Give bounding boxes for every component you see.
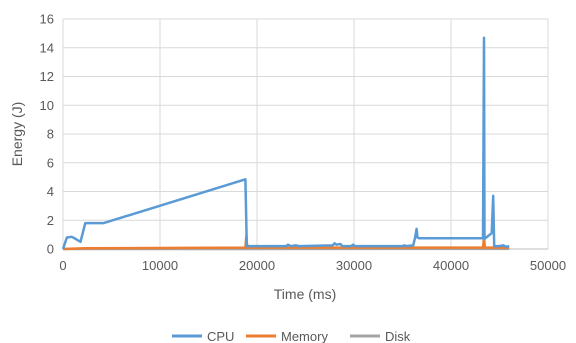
legend-label-cpu: CPU [207, 329, 234, 343]
legend: CPU Memory Disk [172, 329, 411, 343]
y-tick-label: 8 [47, 127, 54, 142]
series-lines [61, 36, 510, 251]
y-tick-label: 2 [47, 213, 54, 228]
y-tick-label: 4 [47, 184, 54, 199]
y-tick-label: 16 [40, 12, 54, 27]
y-axis-label: Energy (J) [9, 102, 25, 167]
series-line-memory [62, 234, 510, 251]
x-axis-label: Time (ms) [274, 286, 336, 302]
tick-labels: 0 2 4 6 8 10 12 14 16 0 10000 20000 30000 40000 50000 [40, 12, 567, 274]
series-line-cpu [61, 36, 510, 250]
gridlines [63, 18, 549, 249]
legend-label-memory: Memory [281, 329, 328, 343]
x-tick-label: 10000 [142, 258, 178, 273]
x-tick-label: 50000 [530, 258, 566, 273]
x-tick-label: 20000 [239, 258, 275, 273]
x-tick-label: 40000 [433, 258, 469, 273]
x-tick-label: 30000 [336, 258, 372, 273]
y-tick-label: 12 [40, 69, 54, 84]
y-tick-label: 6 [47, 155, 54, 170]
y-tick-label: 0 [47, 242, 54, 257]
y-tick-label: 14 [40, 40, 54, 55]
x-tick-label: 0 [59, 258, 66, 273]
legend-label-disk: Disk [385, 329, 411, 343]
y-tick-label: 10 [40, 98, 54, 113]
